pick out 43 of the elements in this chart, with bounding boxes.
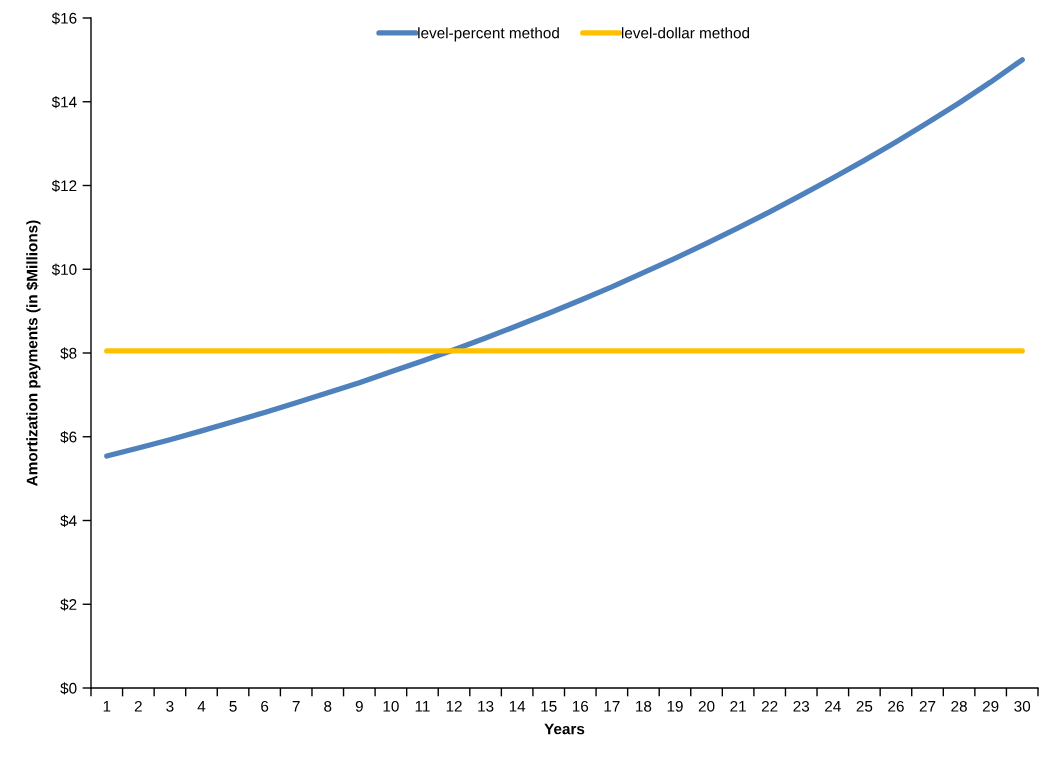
y-axis-title: Amortization payments (in $Millions) <box>26 220 41 486</box>
legend-label: level-dollar method <box>621 27 750 39</box>
x-tick-label: 13 <box>478 700 494 712</box>
y-tick-label: $14 <box>51 95 77 109</box>
x-tick-label: 4 <box>197 701 206 712</box>
x-tick-label: 30 <box>1014 700 1031 712</box>
x-tick-label: 3 <box>166 700 174 712</box>
x-tick-label: 24 <box>825 700 841 712</box>
x-tick-label: 6 <box>261 700 269 712</box>
x-tick-label: 21 <box>730 700 746 712</box>
x-tick-label: 14 <box>509 701 526 712</box>
legend-label: level-percent method <box>418 27 559 42</box>
y-tick-label: $10 <box>51 263 77 276</box>
x-tick-label: 23 <box>793 700 810 712</box>
y-tick-label: $8 <box>60 347 77 360</box>
x-tick-label: 16 <box>572 700 589 712</box>
x-tick-label: 15 <box>541 701 557 712</box>
x-tick-label: 29 <box>982 700 999 712</box>
x-tick-label: 2 <box>134 700 142 712</box>
x-tick-label: 17 <box>604 701 620 712</box>
x-tick-label: 19 <box>667 700 683 712</box>
x-tick-label: 8 <box>324 700 332 712</box>
x-axis-title: Years <box>544 723 585 735</box>
x-tick-label: 25 <box>856 700 873 712</box>
y-tick-label: $16 <box>51 12 77 25</box>
x-tick-label: 1 <box>103 701 111 712</box>
y-tick-label: $4 <box>60 514 77 528</box>
x-tick-label: 12 <box>446 700 462 712</box>
x-tick-label: 5 <box>229 701 237 712</box>
x-tick-label: 10 <box>383 700 399 712</box>
x-tick-label: 7 <box>292 701 300 712</box>
y-tick-label: $2 <box>60 598 77 611</box>
x-tick-label: 22 <box>761 700 778 712</box>
x-tick-label: 26 <box>888 700 904 712</box>
x-tick-label: 27 <box>919 700 936 712</box>
x-tick-label: 28 <box>951 700 967 712</box>
x-tick-label: 9 <box>355 700 363 712</box>
x-tick-label: 11 <box>415 701 430 712</box>
x-tick-label: 18 <box>636 700 652 712</box>
x-tick-label: 20 <box>698 700 715 712</box>
y-tick-label: $6 <box>60 430 77 444</box>
y-tick-label: $12 <box>51 179 77 193</box>
y-tick-label: $0 <box>60 682 77 695</box>
